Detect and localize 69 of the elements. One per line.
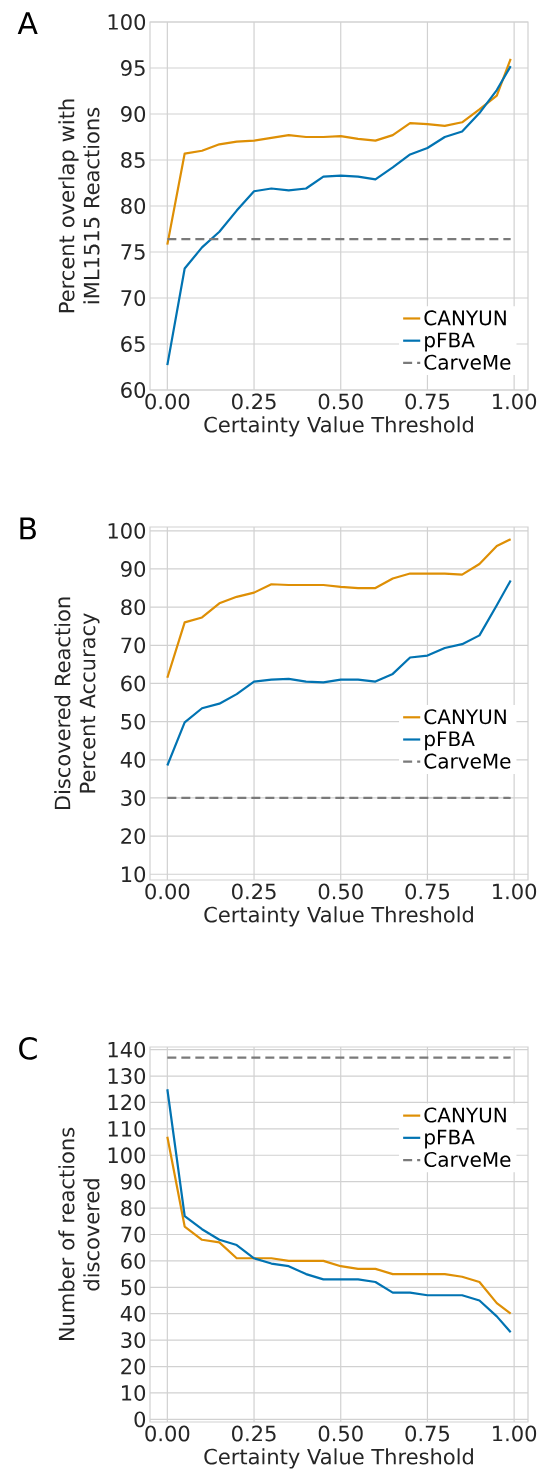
x-tick-label: 0.50 xyxy=(318,883,363,900)
legend-label: CarveMe xyxy=(424,753,511,769)
x-tick-label: 0.00 xyxy=(145,1425,190,1442)
y-tick-label: 100 xyxy=(108,14,146,30)
y-tick-label: 80 xyxy=(121,599,146,616)
legend-label: CarveMe xyxy=(424,354,511,370)
y-tick-label: 0 xyxy=(134,1411,146,1428)
x-tick-label: 0.75 xyxy=(405,883,449,900)
y-tick-label: 100 xyxy=(108,522,146,539)
x-tick-label: 0.75 xyxy=(405,393,449,410)
legend-label: CANYUN xyxy=(424,1107,506,1123)
legend-label: CANYUN xyxy=(424,709,506,725)
y-tick-label: 30 xyxy=(121,1332,146,1349)
x-tick-label: 0.25 xyxy=(232,1425,276,1442)
x-tick-label: 1.00 xyxy=(493,1425,537,1442)
x-tick-label: 0.25 xyxy=(232,883,276,900)
y-tick-label: 50 xyxy=(121,1279,146,1296)
x-tick-label: 0.00 xyxy=(145,393,190,410)
x-tick-label: 0.50 xyxy=(318,393,363,410)
legend-label: pFBA xyxy=(425,731,475,751)
y-tick-label: 70 xyxy=(121,290,146,306)
y-tick-label: 110 xyxy=(108,1120,146,1137)
y-tick-label: 120 xyxy=(108,1094,146,1111)
y-tick-label: 70 xyxy=(121,637,146,654)
y-tick-label: 80 xyxy=(121,1200,146,1217)
x-tick-label: 1.00 xyxy=(493,393,537,410)
y-tick-label: 60 xyxy=(121,382,146,398)
y-tick-label: 90 xyxy=(121,1173,146,1190)
x-axis-title: Certainty Value Threshold xyxy=(204,1448,473,1469)
y-tick-label: 60 xyxy=(121,675,146,692)
y-tick-label: 65 xyxy=(121,336,145,352)
y-tick-label: 90 xyxy=(121,561,146,577)
x-tick-label: 0.50 xyxy=(318,1425,363,1442)
y-tick-label: 10 xyxy=(122,1385,146,1401)
y-tick-label: 40 xyxy=(120,751,146,768)
y-tick-label: 140 xyxy=(108,1041,146,1058)
y-tick-label: 50 xyxy=(121,713,146,730)
y-axis-title: Percent overlap with iML1515 Reactions xyxy=(58,99,100,313)
chart-title: C xyxy=(19,1037,37,1060)
x-tick-label: 1.00 xyxy=(493,883,537,900)
y-tick-label: 10 xyxy=(122,866,146,883)
y-tick-label: 85 xyxy=(121,152,145,168)
y-tick-label: 100 xyxy=(108,1147,146,1164)
y-tick-label: 60 xyxy=(121,1252,146,1269)
legend-label: pFBA xyxy=(425,1129,475,1149)
legend-label: CarveMe xyxy=(424,1151,511,1167)
x-tick-label: 0.00 xyxy=(145,883,190,900)
y-axis-title: Number of reactions discovered xyxy=(58,1127,100,1341)
y-tick-label: 20 xyxy=(121,1358,146,1375)
y-tick-label: 80 xyxy=(121,198,146,214)
line-series xyxy=(166,579,512,767)
y-axis-title: Discovered Reaction Percent Accuracy xyxy=(54,597,100,810)
y-tick-label: 95 xyxy=(121,60,145,76)
y-tick-label: 130 xyxy=(108,1068,146,1084)
chart-title: A xyxy=(17,12,38,35)
x-axis-title: Certainty Value Threshold xyxy=(204,906,473,927)
y-tick-label: 90 xyxy=(121,106,146,122)
y-tick-label: 30 xyxy=(121,790,146,806)
line-series xyxy=(166,57,512,246)
x-tick-label: 0.75 xyxy=(405,1425,449,1442)
y-tick-label: 20 xyxy=(121,828,146,845)
legend-label: CANYUN xyxy=(424,310,506,326)
y-tick-label: 40 xyxy=(120,1305,146,1322)
y-tick-label: 75 xyxy=(121,244,145,260)
x-tick-label: 0.25 xyxy=(232,393,276,410)
x-axis-title: Certainty Value Threshold xyxy=(204,416,473,437)
chart-title: B xyxy=(20,517,36,540)
y-tick-label: 70 xyxy=(121,1226,146,1243)
legend-label: pFBA xyxy=(425,332,475,352)
